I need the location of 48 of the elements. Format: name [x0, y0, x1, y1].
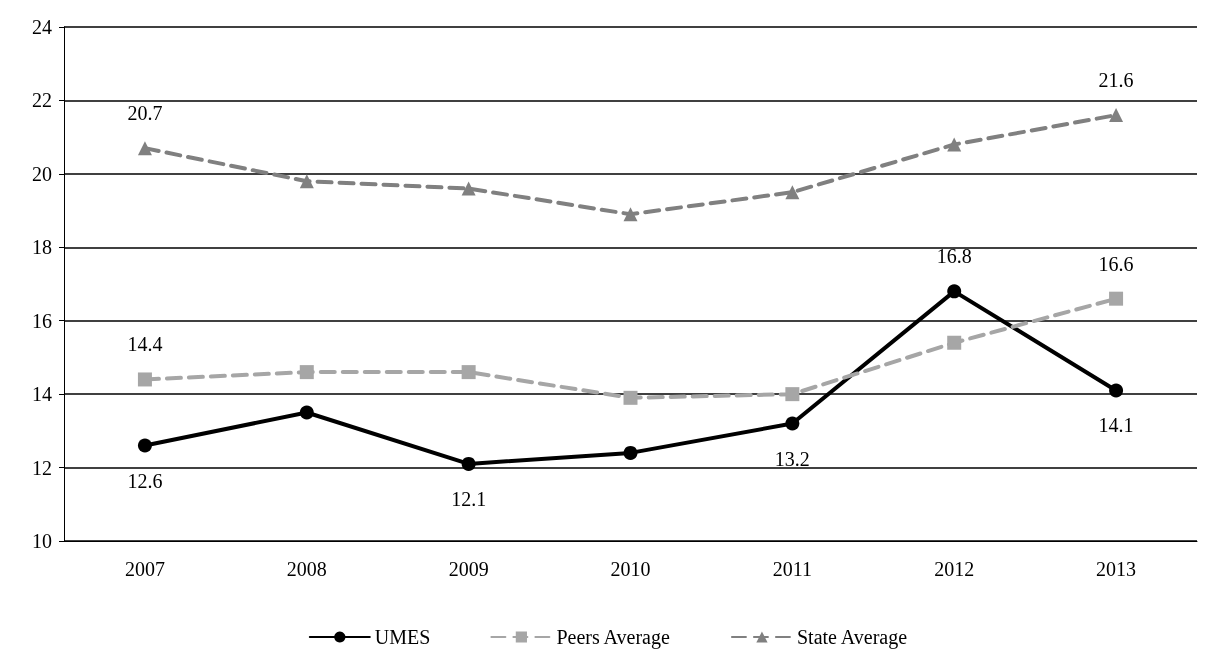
- data-label: 12.1: [451, 487, 487, 510]
- point: [461, 181, 476, 196]
- point: [461, 456, 476, 471]
- data-label: 20.7: [127, 102, 163, 125]
- point: [137, 372, 152, 387]
- data-label: 12.6: [127, 469, 163, 492]
- point: [947, 335, 962, 350]
- x-tick-label: 2010: [610, 558, 651, 580]
- y-tick-label: 16: [32, 309, 52, 332]
- y-tick-label: 14: [32, 383, 52, 406]
- data-label: 16.6: [1098, 252, 1134, 275]
- point: [137, 141, 152, 156]
- legend-label: Peers Average: [556, 626, 670, 649]
- point: [461, 365, 476, 380]
- point: [623, 207, 638, 222]
- y-tick-label: 18: [32, 236, 52, 259]
- legend-label: State Average: [796, 626, 908, 649]
- x-tick-label: 2013: [1096, 558, 1137, 580]
- point: [299, 405, 314, 420]
- point: [785, 185, 800, 200]
- data-label: 16.8: [936, 245, 972, 268]
- x-tick-label: 2008: [286, 558, 327, 580]
- point: [1109, 291, 1124, 306]
- point: [947, 137, 962, 152]
- y-tick-label: 10: [32, 530, 52, 552]
- y-tick-label: 22: [32, 89, 52, 112]
- x-tick-label: 2009: [448, 558, 489, 580]
- point: [785, 416, 800, 431]
- data-label: 14.1: [1098, 414, 1134, 437]
- x-tick-label: 2012: [934, 558, 975, 580]
- y-tick-label: 24: [32, 16, 52, 38]
- y-tick-label: 12: [32, 456, 52, 479]
- point: [1109, 108, 1124, 123]
- point: [299, 174, 314, 189]
- point: [947, 284, 962, 299]
- point: [137, 438, 152, 453]
- point: [299, 365, 314, 380]
- data-label: 21.6: [1098, 69, 1134, 92]
- data-label: 13.2: [774, 447, 810, 470]
- x-tick-label: 2011: [772, 558, 812, 580]
- point: [785, 387, 800, 402]
- point: [1109, 383, 1124, 398]
- y-tick-label: 20: [32, 162, 52, 185]
- legend-label: UMES: [374, 626, 431, 648]
- x-tick-label: 2007: [124, 558, 165, 580]
- data-label: 14.4: [127, 333, 163, 356]
- point: [623, 390, 638, 405]
- point: [623, 445, 638, 460]
